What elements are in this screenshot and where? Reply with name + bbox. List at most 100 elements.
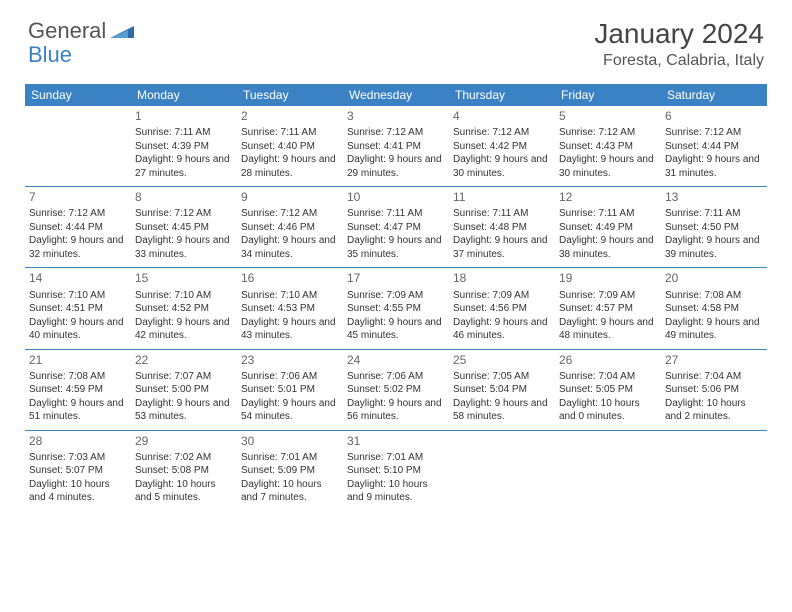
daylight-text: Daylight: 10 hours and 0 minutes. xyxy=(559,397,657,424)
day-number: 12 xyxy=(559,189,657,205)
daylight-text: Daylight: 9 hours and 58 minutes. xyxy=(453,397,551,424)
sunrise-text: Sunrise: 7:11 AM xyxy=(665,207,763,221)
calendar-day-cell xyxy=(449,430,555,511)
day-number: 26 xyxy=(559,352,657,368)
sunrise-text: Sunrise: 7:09 AM xyxy=(453,289,551,303)
daylight-text: Daylight: 9 hours and 30 minutes. xyxy=(559,153,657,180)
sunrise-text: Sunrise: 7:01 AM xyxy=(347,451,445,465)
sunset-text: Sunset: 4:51 PM xyxy=(29,302,127,316)
calendar-day-cell: 26Sunrise: 7:04 AMSunset: 5:05 PMDayligh… xyxy=(555,349,661,430)
header: General January 2024 Foresta, Calabria, … xyxy=(0,0,792,78)
sunset-text: Sunset: 4:46 PM xyxy=(241,221,339,235)
calendar-day-cell: 16Sunrise: 7:10 AMSunset: 4:53 PMDayligh… xyxy=(237,268,343,349)
calendar-week-row: 14Sunrise: 7:10 AMSunset: 4:51 PMDayligh… xyxy=(25,268,767,349)
sunrise-text: Sunrise: 7:12 AM xyxy=(453,126,551,140)
sunset-text: Sunset: 5:10 PM xyxy=(347,464,445,478)
calendar-day-cell: 23 Sunrise: 7:06 AMSunset: 5:01 PMDayligh… xyxy=(237,349,343,430)
sunset-text: Sunset: 4:57 PM xyxy=(559,302,657,316)
sunrise-text: Sunrise: 7:11 AM xyxy=(347,207,445,221)
calendar-day-cell: 19Sunrise: 7:09 AMSunset: 4:57 PMDayligh… xyxy=(555,268,661,349)
sunrise-text: Sunrise: 7:06 AM xyxy=(241,370,339,384)
sunrise-text: Sunrise: 7:11 AM xyxy=(453,207,551,221)
sunset-text: Sunset: 5:01 PM xyxy=(241,383,339,397)
calendar-day-cell: 1Sunrise: 7:11 AMSunset: 4:39 PMDaylight… xyxy=(131,106,237,187)
calendar-week-row: 1Sunrise: 7:11 AMSunset: 4:39 PMDaylight… xyxy=(25,106,767,187)
sunset-text: Sunset: 5:06 PM xyxy=(665,383,763,397)
daylight-text: Daylight: 10 hours and 2 minutes. xyxy=(665,397,763,424)
daylight-text: Daylight: 9 hours and 43 minutes. xyxy=(241,316,339,343)
calendar-day-cell: 27Sunrise: 7:04 AMSunset: 5:06 PMDayligh… xyxy=(661,349,767,430)
calendar-day-cell xyxy=(25,106,131,187)
day-number: 4 xyxy=(453,108,551,124)
sunrise-text: Sunrise: 7:11 AM xyxy=(135,126,233,140)
day-number: 14 xyxy=(29,270,127,286)
day-number: 31 xyxy=(347,433,445,449)
calendar-day-cell: 10Sunrise: 7:11 AMSunset: 4:47 PMDayligh… xyxy=(343,187,449,268)
sunset-text: Sunset: 4:52 PM xyxy=(135,302,233,316)
weekday-header: Monday xyxy=(131,84,237,106)
daylight-text: Daylight: 9 hours and 53 minutes. xyxy=(135,397,233,424)
sunrise-text: Sunrise: 7:12 AM xyxy=(559,126,657,140)
sunset-text: Sunset: 4:39 PM xyxy=(135,140,233,154)
sunset-text: Sunset: 4:58 PM xyxy=(665,302,763,316)
calendar-day-cell xyxy=(555,430,661,511)
brand-part2-wrap: Blue xyxy=(28,42,72,68)
daylight-text: Daylight: 10 hours and 9 minutes. xyxy=(347,478,445,505)
daylight-text: Daylight: 10 hours and 4 minutes. xyxy=(29,478,127,505)
sunset-text: Sunset: 4:47 PM xyxy=(347,221,445,235)
calendar-day-cell: 3Sunrise: 7:12 AMSunset: 4:41 PMDaylight… xyxy=(343,106,449,187)
day-number: 9 xyxy=(241,189,339,205)
calendar-day-cell: 4Sunrise: 7:12 AMSunset: 4:42 PMDaylight… xyxy=(449,106,555,187)
sunrise-text: Sunrise: 7:12 AM xyxy=(241,207,339,221)
day-number: 25 xyxy=(453,352,551,368)
calendar-day-cell: 29Sunrise: 7:02 AMSunset: 5:08 PMDayligh… xyxy=(131,430,237,511)
calendar-day-cell: 28Sunrise: 7:03 AMSunset: 5:07 PMDayligh… xyxy=(25,430,131,511)
day-number: 11 xyxy=(453,189,551,205)
calendar-day-cell: 14Sunrise: 7:10 AMSunset: 4:51 PMDayligh… xyxy=(25,268,131,349)
daylight-text: Daylight: 10 hours and 5 minutes. xyxy=(135,478,233,505)
day-number: 7 xyxy=(29,189,127,205)
calendar-day-cell: 15Sunrise: 7:10 AMSunset: 4:52 PMDayligh… xyxy=(131,268,237,349)
day-number: 20 xyxy=(665,270,763,286)
sunset-text: Sunset: 5:00 PM xyxy=(135,383,233,397)
logo-triangle-icon xyxy=(110,20,134,43)
calendar-header-row: SundayMondayTuesdayWednesdayThursdayFrid… xyxy=(25,84,767,106)
calendar-day-cell: 17Sunrise: 7:09 AMSunset: 4:55 PMDayligh… xyxy=(343,268,449,349)
calendar-day-cell: 5Sunrise: 7:12 AMSunset: 4:43 PMDaylight… xyxy=(555,106,661,187)
calendar-day-cell: 9Sunrise: 7:12 AMSunset: 4:46 PMDaylight… xyxy=(237,187,343,268)
sunrise-text: Sunrise: 7:01 AM xyxy=(241,451,339,465)
day-number: 5 xyxy=(559,108,657,124)
calendar-day-cell: 12Sunrise: 7:11 AMSunset: 4:49 PMDayligh… xyxy=(555,187,661,268)
brand-part1: General xyxy=(28,18,106,44)
sunset-text: Sunset: 5:07 PM xyxy=(29,464,127,478)
calendar-day-cell: 8Sunrise: 7:12 AMSunset: 4:45 PMDaylight… xyxy=(131,187,237,268)
calendar-table: SundayMondayTuesdayWednesdayThursdayFrid… xyxy=(25,84,767,511)
daylight-text: Daylight: 9 hours and 45 minutes. xyxy=(347,316,445,343)
calendar-day-cell: 20Sunrise: 7:08 AMSunset: 4:58 PMDayligh… xyxy=(661,268,767,349)
calendar-day-cell: 21Sunrise: 7:08 AMSunset: 4:59 PMDayligh… xyxy=(25,349,131,430)
day-number: 23 xyxy=(241,352,339,368)
sunrise-text: Sunrise: 7:12 AM xyxy=(347,126,445,140)
calendar-day-cell: 13Sunrise: 7:11 AMSunset: 4:50 PMDayligh… xyxy=(661,187,767,268)
sunset-text: Sunset: 5:02 PM xyxy=(347,383,445,397)
sunset-text: Sunset: 4:56 PM xyxy=(453,302,551,316)
daylight-text: Daylight: 9 hours and 51 minutes. xyxy=(29,397,127,424)
sunrise-text: Sunrise: 7:03 AM xyxy=(29,451,127,465)
day-number: 21 xyxy=(29,352,127,368)
sunset-text: Sunset: 4:40 PM xyxy=(241,140,339,154)
daylight-text: Daylight: 9 hours and 30 minutes. xyxy=(453,153,551,180)
title-block: January 2024 Foresta, Calabria, Italy xyxy=(594,18,764,70)
daylight-text: Daylight: 9 hours and 54 minutes. xyxy=(241,397,339,424)
calendar-body: 1Sunrise: 7:11 AMSunset: 4:39 PMDaylight… xyxy=(25,106,767,511)
brand-logo: General xyxy=(28,18,136,44)
sunset-text: Sunset: 5:08 PM xyxy=(135,464,233,478)
daylight-text: Daylight: 9 hours and 32 minutes. xyxy=(29,234,127,261)
sunset-text: Sunset: 4:49 PM xyxy=(559,221,657,235)
daylight-text: Daylight: 9 hours and 29 minutes. xyxy=(347,153,445,180)
sunrise-text: Sunrise: 7:05 AM xyxy=(453,370,551,384)
sunset-text: Sunset: 4:55 PM xyxy=(347,302,445,316)
daylight-text: Daylight: 9 hours and 56 minutes. xyxy=(347,397,445,424)
daylight-text: Daylight: 9 hours and 39 minutes. xyxy=(665,234,763,261)
day-number: 29 xyxy=(135,433,233,449)
day-number: 8 xyxy=(135,189,233,205)
